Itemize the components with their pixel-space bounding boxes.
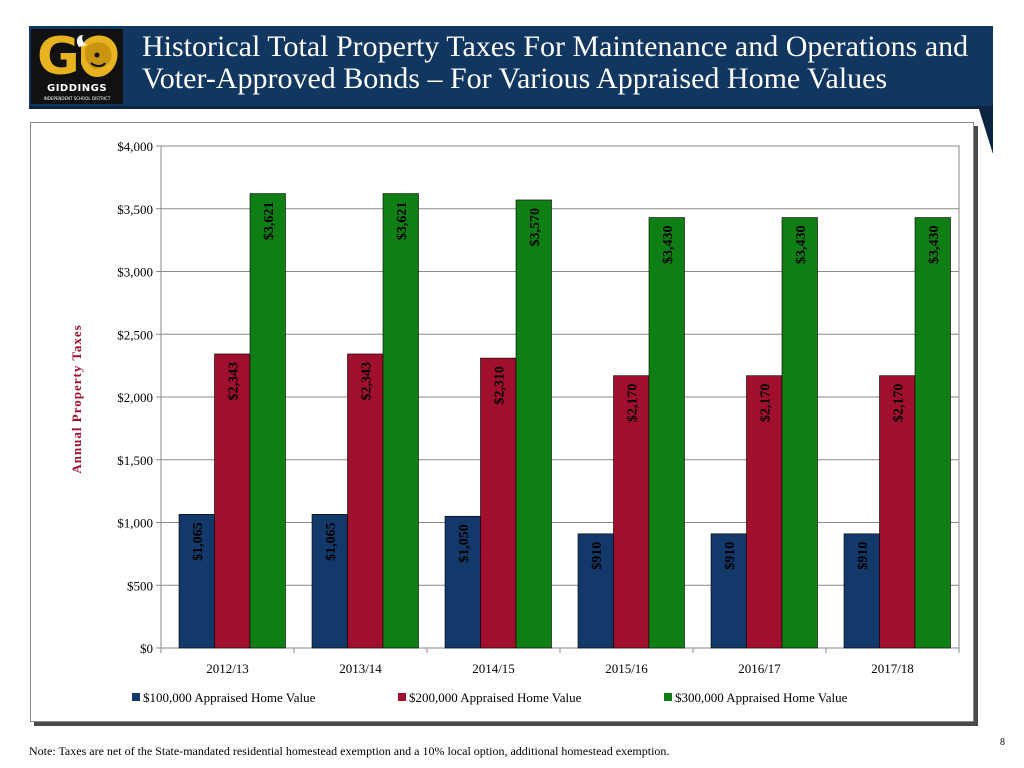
- bar: [311, 514, 348, 649]
- giddings-logo: G GIDDINGS INDEPENDENT SCHOOL DISTRICT: [31, 29, 123, 104]
- y-tick-label: $2,500: [117, 327, 153, 342]
- page-number: 8: [1000, 737, 1005, 748]
- bar: [746, 375, 783, 649]
- bar: [914, 217, 951, 649]
- bar: [613, 375, 650, 649]
- data-label: $3,570: [528, 208, 543, 247]
- slide-title: Historical Total Property Taxes For Main…: [142, 30, 969, 95]
- x-tick-label: 2012/13: [206, 661, 249, 676]
- legend-label: $300,000 Appraised Home Value: [675, 690, 848, 705]
- bar: [444, 515, 481, 649]
- x-tick-label: 2017/18: [871, 661, 914, 676]
- bar: [879, 375, 916, 649]
- x-tick-label: 2014/15: [472, 661, 515, 676]
- y-tick-label: $3,000: [117, 265, 153, 280]
- header-bar: [29, 26, 993, 109]
- x-tick-label: 2016/17: [738, 661, 781, 676]
- bison-mascot-icon: [76, 35, 118, 77]
- data-label: $1,050: [457, 524, 472, 563]
- data-label: $2,343: [359, 362, 374, 401]
- legend-swatch: [664, 693, 672, 701]
- x-tick-label: 2015/16: [605, 661, 648, 676]
- logo-letter: G: [37, 27, 80, 87]
- bar-chart: $0 $500 $1,000 $1,500 $2,000 $2,500 $3,000 $3,5…: [69, 139, 960, 705]
- data-label: $910: [856, 542, 871, 570]
- y-tick-label: $0: [140, 641, 153, 656]
- y-tick-label: $3,500: [117, 202, 153, 217]
- bar: [480, 357, 517, 649]
- data-label: $3,621: [262, 202, 277, 241]
- legend-label: $100,000 Appraised Home Value: [143, 690, 316, 705]
- data-label: $1,065: [324, 522, 339, 561]
- bar: [214, 353, 251, 649]
- logo-subtitle: INDEPENDENT SCHOOL DISTRICT: [43, 96, 111, 101]
- y-axis-label: Annual Property Taxes: [69, 324, 84, 473]
- data-label: $3,621: [395, 202, 410, 241]
- data-label: $3,430: [794, 226, 809, 265]
- y-tick-label: $1,500: [117, 453, 153, 468]
- header-corner-decoration: [978, 106, 993, 154]
- data-label: $910: [590, 542, 605, 570]
- bar: [178, 514, 215, 649]
- data-label: $3,430: [927, 226, 942, 265]
- data-label: $2,310: [492, 366, 507, 405]
- y-tick-label: $4,000: [117, 139, 153, 154]
- y-tick-label: $2,000: [117, 390, 153, 405]
- footnote: Note: Taxes are net of the State-mandate…: [29, 744, 670, 758]
- data-label: $1,065: [191, 522, 206, 561]
- bar: [710, 533, 747, 649]
- bar: [781, 217, 818, 649]
- legend-swatch: [398, 693, 406, 701]
- data-label: $2,170: [758, 384, 773, 423]
- bar: [843, 533, 880, 649]
- data-label: $910: [723, 542, 738, 570]
- legend-label: $200,000 Appraised Home Value: [409, 690, 582, 705]
- legend-swatch: [132, 693, 140, 701]
- bar: [249, 193, 286, 649]
- logo-name: GIDDINGS: [46, 83, 108, 94]
- bar: [347, 353, 384, 649]
- bar: [577, 533, 614, 649]
- data-label: $3,430: [661, 226, 676, 265]
- bar: [515, 199, 552, 649]
- bar: [648, 217, 685, 649]
- y-tick-label: $500: [127, 578, 153, 593]
- chart-frame: $0 $500 $1,000 $1,500 $2,000 $2,500 $3,000 $3,5…: [30, 122, 974, 722]
- y-tick-label: $1,000: [117, 516, 153, 531]
- bar: [382, 193, 419, 649]
- data-label: $2,170: [891, 384, 906, 423]
- data-label: $2,170: [625, 384, 640, 423]
- x-tick-label: 2013/14: [339, 661, 382, 676]
- data-label: $2,343: [226, 362, 241, 401]
